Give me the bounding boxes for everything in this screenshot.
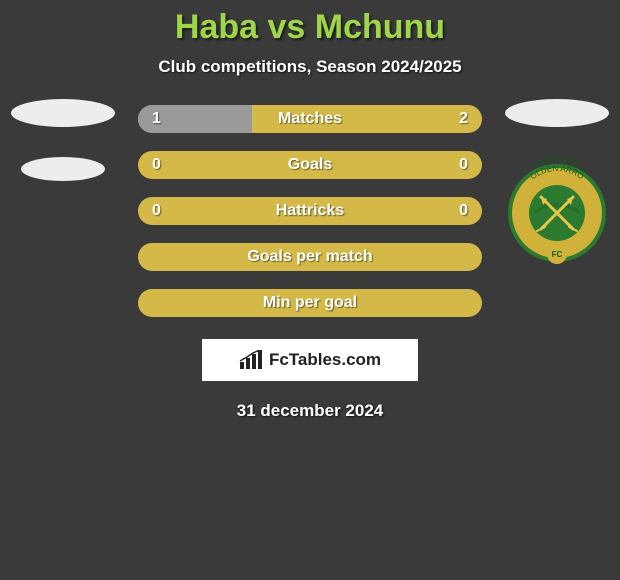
right-club-badge: AMONTVILL OLDEN ARRO ABAFANA BES'THENDE xyxy=(507,157,607,269)
stat-label: Goals xyxy=(138,156,482,174)
right-player-flag-placeholder xyxy=(505,99,609,127)
left-player-badges xyxy=(8,99,118,181)
stat-label: Matches xyxy=(138,110,482,128)
comparison-card: Haba vs Mchunu Club competitions, Season… xyxy=(0,0,620,421)
stats-wrap: AMONTVILL OLDEN ARRO ABAFANA BES'THENDE xyxy=(0,105,620,317)
branding-box: FcTables.com xyxy=(202,339,418,381)
branding-text: FcTables.com xyxy=(269,350,381,370)
bar-chart-icon xyxy=(239,350,263,370)
svg-text:FC: FC xyxy=(552,250,563,259)
left-player-flag-placeholder xyxy=(11,99,115,127)
stat-rows: 1 Matches 2 0 Goals 0 0 Hattricks 0 Goal… xyxy=(138,105,482,317)
right-player-badges: AMONTVILL OLDEN ARRO ABAFANA BES'THENDE xyxy=(502,99,612,269)
left-club-badge-placeholder xyxy=(21,157,105,181)
stat-row-hattricks: 0 Hattricks 0 xyxy=(138,197,482,225)
stat-label: Hattricks xyxy=(138,202,482,220)
stat-label: Goals per match xyxy=(138,248,482,266)
date-text: 31 december 2024 xyxy=(0,401,620,421)
page-title: Haba vs Mchunu xyxy=(0,8,620,47)
stat-row-goals: 0 Goals 0 xyxy=(138,151,482,179)
stat-row-goals-per-match: Goals per match xyxy=(138,243,482,271)
club-crest-icon: AMONTVILL OLDEN ARRO ABAFANA BES'THENDE xyxy=(507,157,607,269)
subtitle: Club competitions, Season 2024/2025 xyxy=(0,57,620,77)
stat-row-min-per-goal: Min per goal xyxy=(138,289,482,317)
stat-label: Min per goal xyxy=(138,294,482,312)
stat-row-matches: 1 Matches 2 xyxy=(138,105,482,133)
